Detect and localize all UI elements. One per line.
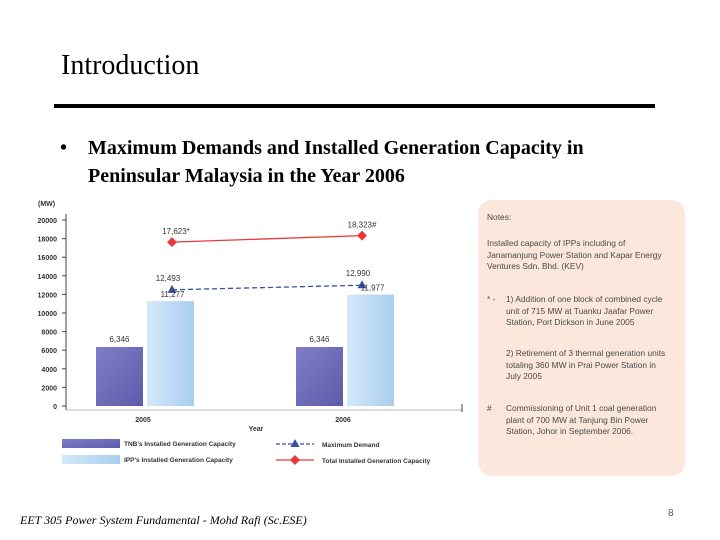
bullet-point: • Maximum Demands and Installed Generati… [60, 134, 680, 190]
y-tick-label: 10000 [38, 311, 58, 318]
bullet-text: Maximum Demands and Installed Generation… [88, 137, 584, 187]
bar-data-label: 11,977 [361, 284, 385, 293]
y-tick-label: 2000 [41, 385, 57, 392]
maximum-demand-marker [357, 280, 367, 289]
maximum-demand-marker [167, 284, 177, 293]
legend-swatch-tnb [62, 439, 120, 448]
page-number: 8 [668, 508, 674, 519]
note-marker: * - [487, 294, 496, 304]
legend-marker-demand [290, 439, 300, 447]
y-tick-label: 0 [53, 404, 57, 411]
slide-title: Introduction [61, 50, 200, 81]
note-marker: # [487, 403, 492, 413]
bullet-marker: • [60, 137, 68, 159]
note-item: Installed capacity of IPPs including of … [487, 238, 662, 271]
ipp-capacity-bar [147, 301, 194, 406]
note-item: 1) Addition of one block of combined cyc… [506, 294, 663, 327]
notes-panel: Notes: Installed capacity of IPPs includ… [478, 200, 685, 476]
bar-data-label: 11,277 [161, 290, 185, 299]
y-tick-label: 4000 [41, 367, 57, 374]
y-tick-label: 16000 [38, 255, 58, 262]
maximum-demand-line [171, 284, 363, 291]
y-axis-label: (MW) [38, 201, 55, 208]
y-tick-label: 20000 [38, 218, 58, 225]
line-data-label: 18,323# [348, 221, 377, 230]
legend-swatch-ipp [62, 455, 120, 464]
total-capacity-line [171, 234, 363, 243]
legend-label: IPP's Installed Generation Capacity [124, 457, 233, 464]
y-tick-label: 14000 [38, 274, 58, 281]
line-data-label: 17,623* [162, 227, 190, 236]
x-axis-label: Year [249, 426, 264, 433]
legend-label: Total Installed Generation Capacity [322, 458, 431, 465]
x-tick-label: 2006 [335, 417, 351, 424]
tnb-capacity-bar [296, 346, 343, 406]
notes-heading: Notes: [487, 212, 512, 222]
tnb-capacity-bar [96, 346, 143, 406]
total-capacity-marker [357, 230, 367, 241]
title-divider [54, 104, 655, 108]
y-tick-label: 12000 [38, 292, 58, 299]
total-capacity-marker [167, 237, 177, 248]
bar-data-label: 6,346 [109, 335, 130, 344]
y-tick-label: 8000 [41, 330, 57, 337]
y-tick-label: 6000 [41, 348, 57, 355]
ipp-capacity-bar [347, 294, 394, 406]
note-item: Commissioning of Unit 1 coal generation … [506, 403, 657, 436]
footer-text: EET 305 Power System Fundamental - Mohd … [20, 513, 307, 527]
note-item: 2) Retirement of 3 thermal generation un… [506, 348, 666, 381]
bar-data-label: 6,346 [309, 335, 330, 344]
line-data-label: 12,493 [156, 274, 181, 283]
y-tick-label: 18000 [38, 237, 58, 244]
legend-marker-total [290, 455, 300, 465]
legend-label: Maximum Demand [322, 442, 379, 449]
line-data-label: 12,990 [346, 269, 371, 278]
legend-label: TNB's Installed Generation Capacity [124, 441, 236, 448]
x-tick-label: 2005 [135, 417, 151, 424]
